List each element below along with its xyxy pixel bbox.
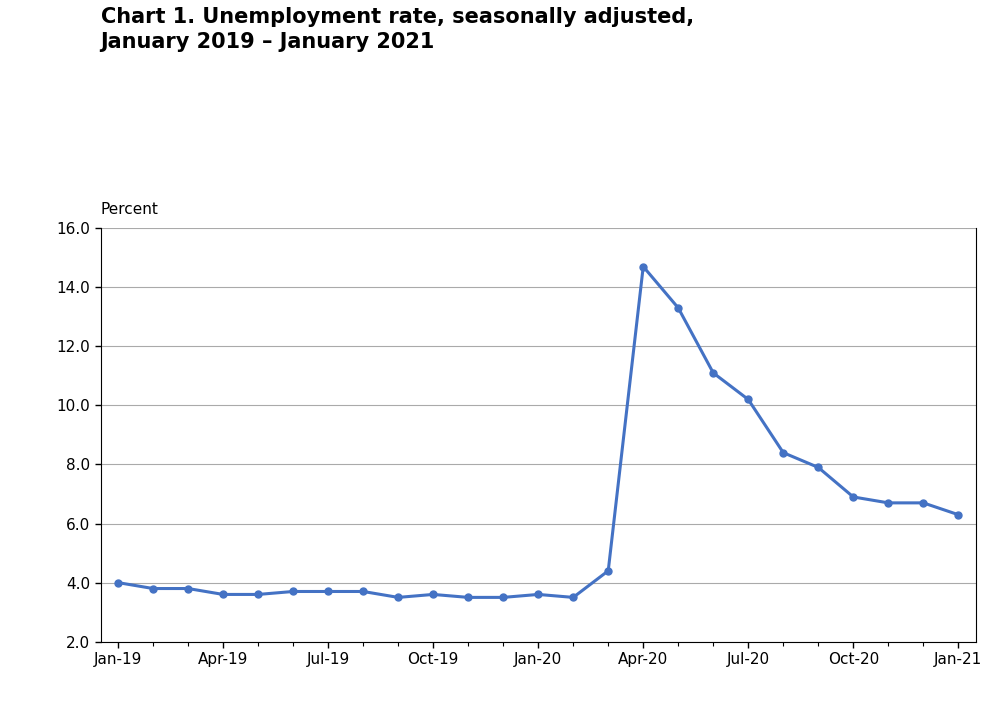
Text: Chart 1. Unemployment rate, seasonally adjusted,
January 2019 – January 2021: Chart 1. Unemployment rate, seasonally a…	[101, 7, 694, 52]
Text: Percent: Percent	[101, 202, 159, 217]
